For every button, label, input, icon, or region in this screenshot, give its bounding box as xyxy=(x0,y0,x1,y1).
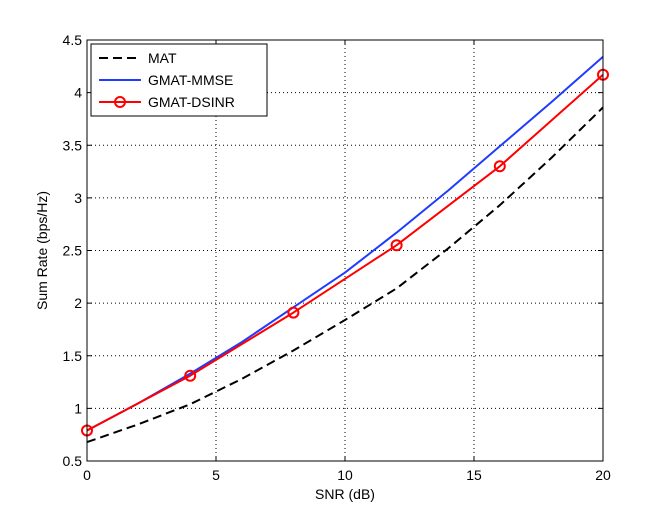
y-tick-label: 1 xyxy=(74,400,82,416)
y-tick-label: 3.5 xyxy=(63,137,83,153)
legend-label-gmat-dsinr: GMAT-DSINR xyxy=(148,94,235,110)
data-point-gmat-dsinr xyxy=(493,160,506,173)
axis-ticks: 0 5 10 15 20 0.5 1 1.5 2 2.5 3 3.5 4 4.5 xyxy=(63,32,611,483)
legend-marker-gmat-dsinr xyxy=(114,96,126,108)
plot-series xyxy=(81,56,609,444)
series-line-mat xyxy=(86,106,604,444)
series-line-gmat-dsinr xyxy=(86,73,604,432)
y-axis-title: Sum Rate (bps/Hz) xyxy=(34,191,50,310)
y-tick-label: 3 xyxy=(74,190,82,206)
x-tick-label: 15 xyxy=(466,467,482,483)
x-axis-title: SNR (dB) xyxy=(315,486,375,502)
data-point-gmat-dsinr xyxy=(184,369,197,382)
x-tick-label: 10 xyxy=(337,467,353,483)
y-tick-label: 2 xyxy=(74,295,82,311)
legend-label-gmat-mmse: GMAT-MMSE xyxy=(148,72,233,88)
y-tick-label: 4 xyxy=(74,85,82,101)
x-tick-label: 20 xyxy=(595,467,611,483)
y-tick-label: 0.5 xyxy=(63,453,83,469)
x-tick-label: 0 xyxy=(83,467,91,483)
legend-label-mat: MAT xyxy=(148,50,177,66)
x-tick-label: 5 xyxy=(212,467,220,483)
y-tick-label: 2.5 xyxy=(63,243,83,259)
data-point-gmat-dsinr xyxy=(287,306,300,319)
series-line-gmat-mmse xyxy=(86,56,604,432)
data-point-gmat-dsinr xyxy=(390,239,403,252)
y-tick-label: 4.5 xyxy=(63,32,83,48)
legend: MAT GMAT-MMSE GMAT-DSINR xyxy=(90,43,268,117)
y-tick-label: 1.5 xyxy=(63,348,83,364)
